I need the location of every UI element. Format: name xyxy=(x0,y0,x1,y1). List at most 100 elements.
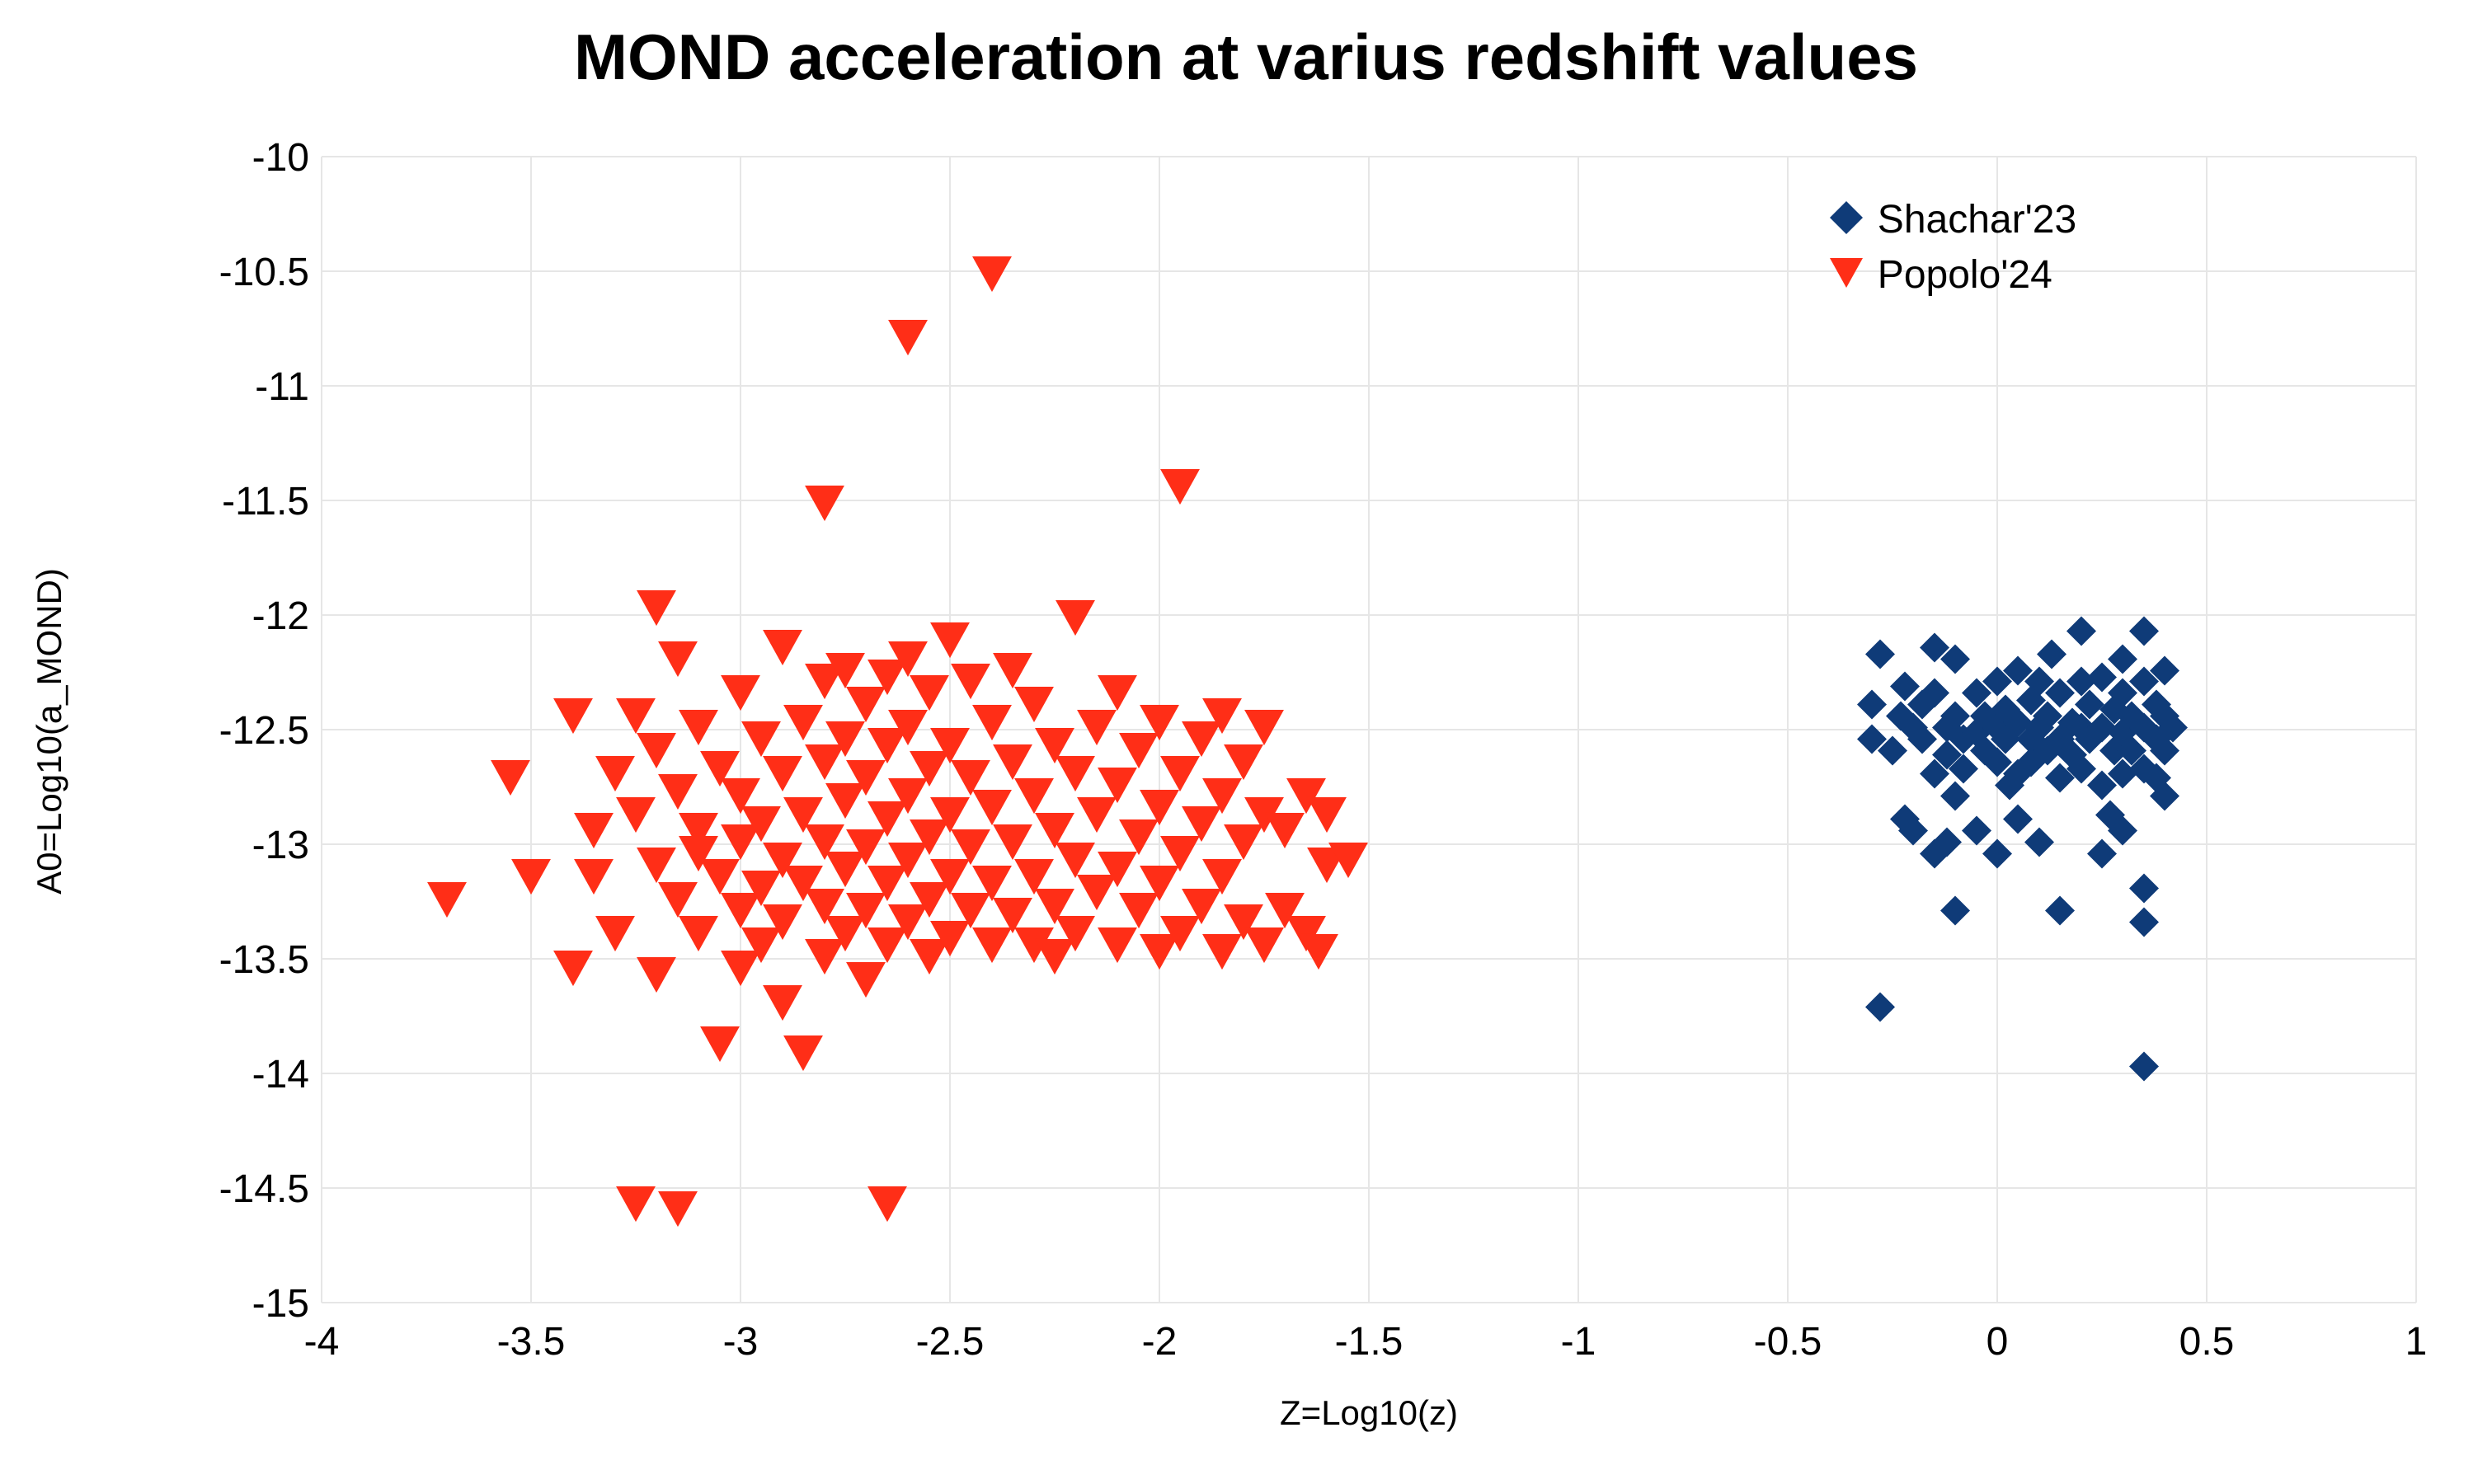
data-point xyxy=(616,1186,656,1226)
data-point xyxy=(616,797,656,837)
data-point xyxy=(2129,908,2159,942)
y-tick-label: -11 xyxy=(169,364,309,410)
data-point xyxy=(1098,675,1137,715)
data-point xyxy=(951,664,990,703)
data-point xyxy=(741,806,781,846)
data-point xyxy=(1865,993,1895,1026)
gridline-vertical xyxy=(530,157,532,1303)
plot-area xyxy=(322,157,2416,1303)
data-point xyxy=(658,641,698,681)
y-tick-label: -11.5 xyxy=(169,479,309,524)
data-point xyxy=(1265,813,1305,852)
triangle-down-icon xyxy=(1830,258,1863,292)
data-point xyxy=(2037,640,2066,674)
data-point xyxy=(2066,617,2096,650)
diamond-icon xyxy=(1830,201,1863,238)
data-point xyxy=(783,1036,823,1075)
data-point xyxy=(595,756,635,796)
data-point xyxy=(910,675,949,715)
y-tick-label: -12 xyxy=(169,594,309,639)
data-point xyxy=(511,859,551,899)
x-tick-label: -1.5 xyxy=(1303,1319,1435,1364)
data-point xyxy=(721,675,760,715)
data-point xyxy=(972,256,1012,295)
data-point xyxy=(1056,599,1095,639)
data-point xyxy=(805,485,844,524)
gridline-vertical xyxy=(1787,157,1789,1303)
y-tick-label: -10.5 xyxy=(169,250,309,295)
x-tick-label: 0 xyxy=(1931,1319,2063,1364)
y-tick-label: -14.5 xyxy=(169,1167,309,1212)
data-point xyxy=(1865,640,1895,674)
data-point xyxy=(574,813,614,852)
data-point xyxy=(1244,710,1284,749)
data-point xyxy=(1940,896,1970,930)
data-point xyxy=(637,957,676,997)
legend-label: Popolo'24 xyxy=(1878,252,2052,298)
data-point xyxy=(679,916,718,956)
data-point xyxy=(1328,843,1368,882)
data-point xyxy=(2150,782,2179,815)
data-point xyxy=(1202,778,1242,818)
data-point xyxy=(1299,934,1338,974)
data-point xyxy=(1056,916,1095,956)
data-point xyxy=(1014,687,1054,726)
legend-label: Shachar'23 xyxy=(1878,197,2076,242)
data-point xyxy=(1224,744,1263,784)
gridline-vertical xyxy=(321,157,322,1303)
y-tick-label: -14 xyxy=(169,1052,309,1097)
data-point xyxy=(595,916,635,956)
data-point xyxy=(1995,770,2024,804)
chart-title: MOND acceleration at varius redshift val… xyxy=(0,20,2492,95)
data-point xyxy=(658,774,698,814)
data-point xyxy=(972,705,1012,744)
data-point xyxy=(1982,838,2012,872)
x-tick-label: -1 xyxy=(1512,1319,1644,1364)
data-point xyxy=(637,590,676,630)
data-point xyxy=(1202,859,1242,899)
data-point xyxy=(1098,928,1137,967)
data-point xyxy=(637,733,676,773)
data-point xyxy=(763,985,802,1025)
legend-item: Popolo'24 xyxy=(1830,252,2076,298)
data-point xyxy=(1202,698,1242,738)
data-point xyxy=(2150,655,2179,689)
data-point xyxy=(2129,1052,2159,1086)
data-point xyxy=(867,1186,907,1226)
data-point xyxy=(783,705,823,744)
data-point xyxy=(553,951,593,990)
gridline-vertical xyxy=(1368,157,1370,1303)
data-point xyxy=(700,1026,740,1066)
legend-item: Shachar'23 xyxy=(1830,197,2076,242)
data-point xyxy=(1056,756,1095,796)
data-point xyxy=(1160,469,1200,509)
data-point xyxy=(427,881,467,921)
data-point xyxy=(763,904,802,944)
data-point xyxy=(1932,828,1962,862)
y-axis-label: A0=Log10(a_MOND) xyxy=(30,158,69,1304)
data-point xyxy=(763,756,802,796)
data-point xyxy=(1098,767,1137,806)
gridline-vertical xyxy=(2206,157,2208,1303)
y-tick-label: -13 xyxy=(169,823,309,868)
data-point xyxy=(825,721,865,761)
data-point xyxy=(574,859,614,899)
data-point xyxy=(679,710,718,749)
data-point xyxy=(1140,790,1179,829)
y-tick-label: -13.5 xyxy=(169,937,309,983)
data-point xyxy=(1077,710,1117,749)
gridline-vertical xyxy=(1577,157,1579,1303)
data-point xyxy=(763,630,802,669)
data-point xyxy=(1244,928,1284,967)
data-point xyxy=(951,829,990,868)
x-tick-label: -0.5 xyxy=(1722,1319,1854,1364)
data-point xyxy=(888,710,928,749)
x-tick-label: -2 xyxy=(1093,1319,1225,1364)
x-axis-label: Z=Log10(z) xyxy=(322,1393,2416,1433)
data-point xyxy=(1920,632,1949,666)
data-point xyxy=(1857,690,1887,724)
x-tick-label: -3.5 xyxy=(465,1319,597,1364)
data-point xyxy=(1307,797,1347,837)
data-point xyxy=(2024,828,2054,862)
data-point xyxy=(2129,617,2159,650)
